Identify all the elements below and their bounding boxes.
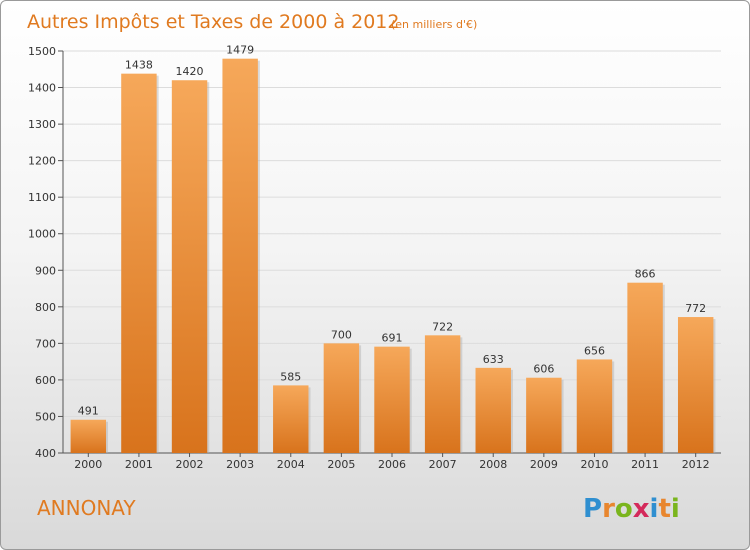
- city-name: ANNONAY: [37, 496, 136, 520]
- x-tick-label: 2006: [378, 458, 406, 471]
- bar-2010: [576, 359, 613, 453]
- y-tick-label: 1400: [28, 82, 56, 95]
- y-tick-label: 700: [35, 337, 56, 350]
- chart-title: Autres Impôts et Taxes de 2000 à 2012: [27, 11, 400, 33]
- x-tick-label: 2007: [429, 458, 457, 471]
- x-tick-label: 2010: [580, 458, 608, 471]
- data-label: 1479: [226, 44, 254, 57]
- y-tick-label: 1100: [28, 191, 56, 204]
- data-label: 700: [331, 328, 352, 341]
- bar-2006: [374, 346, 410, 453]
- x-tick-label: 2004: [277, 458, 305, 471]
- y-tick-label: 900: [35, 264, 56, 277]
- x-tick-label: 2000: [74, 458, 102, 471]
- x-tick-label: 2009: [530, 458, 558, 471]
- bar-2000: [70, 419, 107, 453]
- data-label: 656: [584, 344, 605, 357]
- bar-2008: [475, 367, 511, 453]
- data-label: 722: [432, 320, 453, 333]
- y-tick-label: 800: [35, 301, 56, 314]
- data-label: 691: [382, 332, 403, 345]
- y-tick-label: 400: [35, 447, 56, 460]
- x-tick-label: 2001: [125, 458, 153, 471]
- bar-2007: [424, 335, 461, 453]
- bar-2001: [121, 73, 157, 454]
- y-tick-label: 1500: [28, 45, 56, 58]
- data-label: 1438: [125, 59, 153, 72]
- axis-layer: 400 500 600 700 800 900 1000 1100 1200 1300 1400 15…: [28, 45, 721, 471]
- data-label: 585: [280, 370, 301, 383]
- x-tick-label: 2012: [682, 458, 710, 471]
- bar-2005: [323, 343, 360, 453]
- label-layer: 491 1438 1420 1479 585 700 691 722 633 606 656 866 7…: [78, 44, 706, 418]
- bar-2011: [627, 282, 663, 453]
- y-tick-label: 1200: [28, 155, 56, 168]
- data-label: 491: [78, 405, 99, 418]
- x-tick-label: 2011: [631, 458, 659, 471]
- bar-2009: [526, 377, 562, 453]
- bar-2002: [171, 80, 208, 454]
- data-label: 633: [483, 353, 504, 366]
- y-tick-label: 600: [35, 374, 56, 387]
- bar-2003: [222, 58, 258, 453]
- bar-2012: [677, 317, 714, 453]
- y-tick-label: 1300: [28, 118, 56, 131]
- x-tick-label: 2005: [327, 458, 355, 471]
- proxiti-logo: Proxiti: [583, 494, 680, 524]
- data-label: 606: [533, 363, 554, 376]
- y-tick-label: 500: [35, 410, 56, 423]
- bar-2004: [273, 385, 309, 453]
- x-tick-label: 2008: [479, 458, 507, 471]
- data-label: 772: [685, 302, 706, 315]
- data-label: 1420: [176, 65, 204, 78]
- bar-layer: [70, 58, 716, 454]
- chart-subtitle: (en milliers d'€): [391, 18, 477, 31]
- data-label: 866: [635, 268, 656, 281]
- x-tick-label: 2003: [226, 458, 254, 471]
- x-tick-label: 2002: [176, 458, 204, 471]
- y-tick-label: 1000: [28, 228, 56, 241]
